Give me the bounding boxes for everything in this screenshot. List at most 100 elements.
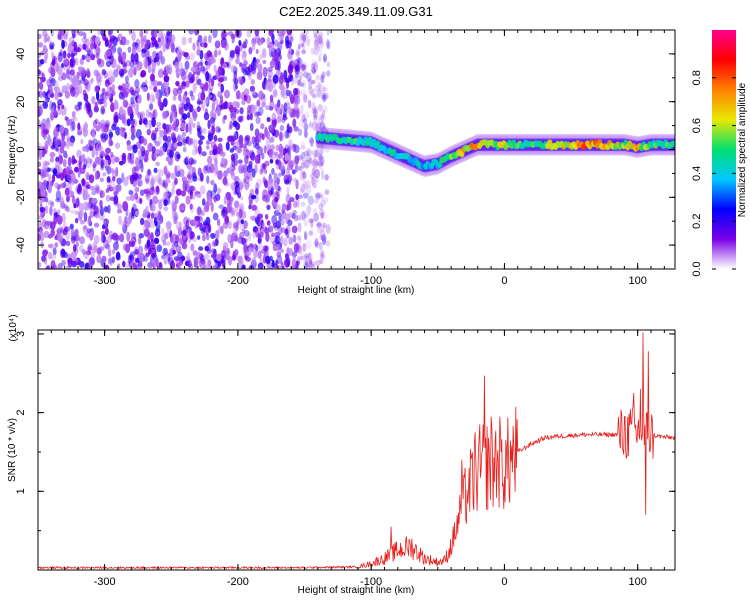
- heatmap-cell: [134, 86, 140, 94]
- spectrogram-x-ticks: -300 -200 -100 0 100: [37, 30, 665, 287]
- heatmap-cell: [170, 172, 177, 180]
- heatmap-cell: [117, 85, 123, 91]
- heatmap-cell: [207, 223, 212, 234]
- heatmap-cell: [87, 243, 93, 251]
- heatmap-cell: [189, 190, 193, 200]
- heatmap-cell: [303, 94, 308, 103]
- heatmap-cell: [177, 61, 184, 72]
- heatmap-cell: [207, 155, 213, 165]
- heatmap-cell: [99, 205, 104, 217]
- heatmap-cell: [108, 30, 113, 36]
- heatmap-cell: [140, 135, 145, 143]
- heatmap-cell: [302, 179, 308, 188]
- heatmap-cell: [226, 167, 231, 174]
- heatmap-cell: [53, 109, 58, 117]
- heatmap-cell: [83, 250, 90, 260]
- heatmap-cell: [43, 169, 49, 178]
- heatmap-cell: [71, 121, 76, 131]
- heatmap-cell: [109, 76, 115, 83]
- heatmap-cell: [286, 30, 292, 36]
- heatmap-cell: [234, 45, 241, 55]
- heatmap-cell: [108, 129, 113, 139]
- heatmap-cell: [68, 36, 75, 45]
- heatmap-cell: [320, 224, 325, 231]
- heatmap-cell: [110, 102, 115, 113]
- heatmap-cell: [97, 146, 104, 152]
- heatmap-cell: [265, 105, 271, 111]
- heatmap-cell: [216, 253, 222, 262]
- heatmap-cell: [161, 35, 165, 46]
- heatmap-cell: [315, 122, 319, 133]
- heatmap-cell: [61, 72, 67, 81]
- heatmap-cell: [308, 195, 314, 206]
- heatmap-cell: [319, 144, 324, 155]
- heatmap-cell: [182, 146, 187, 153]
- heatmap-cell: [113, 191, 118, 196]
- heatmap-cell: [315, 122, 319, 128]
- heatmap-cell: [96, 254, 102, 264]
- heatmap-cell: [260, 228, 265, 239]
- heatmap-cell: [63, 58, 70, 67]
- heatmap-cell: [121, 114, 126, 125]
- heatmap-cell: [183, 51, 189, 58]
- heatmap-cell: [144, 174, 150, 185]
- heatmap-cell: [250, 79, 255, 85]
- heatmap-cell: [94, 118, 99, 125]
- heatmap-cell: [220, 103, 227, 110]
- heatmap-cell: [93, 160, 98, 168]
- heatmap-cell: [308, 120, 313, 129]
- heatmap-cell: [299, 187, 304, 194]
- heatmap-cell: [222, 177, 228, 186]
- heatmap-cell: [317, 49, 323, 58]
- heatmap-cell: [292, 143, 297, 153]
- heatmap-cell: [272, 74, 279, 84]
- heatmap-cell: [266, 36, 271, 46]
- heatmap-cell: [45, 265, 50, 269]
- heatmap-cell: [63, 204, 68, 209]
- heatmap-cell: [233, 70, 238, 80]
- heatmap-cell: [270, 144, 275, 150]
- heatmap-cell: [278, 83, 285, 91]
- snr-scale-label: (x10⁴): [8, 314, 19, 341]
- heatmap-cell: [91, 190, 97, 196]
- heatmap-cell: [112, 241, 119, 251]
- heatmap-cell: [309, 89, 315, 97]
- heatmap-cell: [318, 56, 322, 62]
- heatmap-cell: [294, 263, 299, 269]
- heatmap-cell: [262, 59, 267, 65]
- heatmap-cell: [119, 106, 124, 116]
- heatmap-cell: [246, 30, 252, 38]
- heatmap-cell: [192, 111, 198, 119]
- heatmap-cell: [293, 177, 297, 183]
- heatmap-cell: [192, 42, 196, 51]
- heatmap-cell: [54, 146, 59, 152]
- heatmap-cell: [178, 106, 184, 115]
- heatmap-cell: [189, 90, 194, 97]
- heatmap-cell: [161, 227, 165, 237]
- heatmap-cell: [186, 111, 191, 119]
- heatmap-cell: [101, 234, 106, 243]
- heatmap-cell: [264, 180, 268, 188]
- heatmap-cell: [321, 211, 328, 220]
- heatmap-cell: [122, 201, 129, 212]
- heatmap-cell: [171, 112, 176, 122]
- heatmap-cell: [79, 167, 86, 175]
- heatmap-cell: [196, 100, 203, 105]
- heatmap-cell: [241, 63, 247, 72]
- heatmap-cell: [47, 243, 54, 249]
- heatmap-cell: [209, 117, 216, 124]
- heatmap-cell: [149, 221, 156, 229]
- heatmap-cell: [49, 114, 54, 123]
- heatmap-cell: [122, 61, 128, 67]
- heatmap-cell: [166, 30, 171, 37]
- heatmap-cell: [318, 31, 324, 38]
- heatmap-cell: [168, 36, 173, 47]
- heatmap-cell: [307, 99, 312, 109]
- heatmap-cell: [274, 196, 279, 203]
- heatmap-cell: [87, 47, 91, 57]
- heatmap-cell: [66, 206, 70, 213]
- heatmap-cell: [206, 163, 211, 174]
- heatmap-cell: [298, 255, 304, 261]
- heatmap-cell: [321, 237, 327, 246]
- heatmap-cell: [113, 185, 119, 196]
